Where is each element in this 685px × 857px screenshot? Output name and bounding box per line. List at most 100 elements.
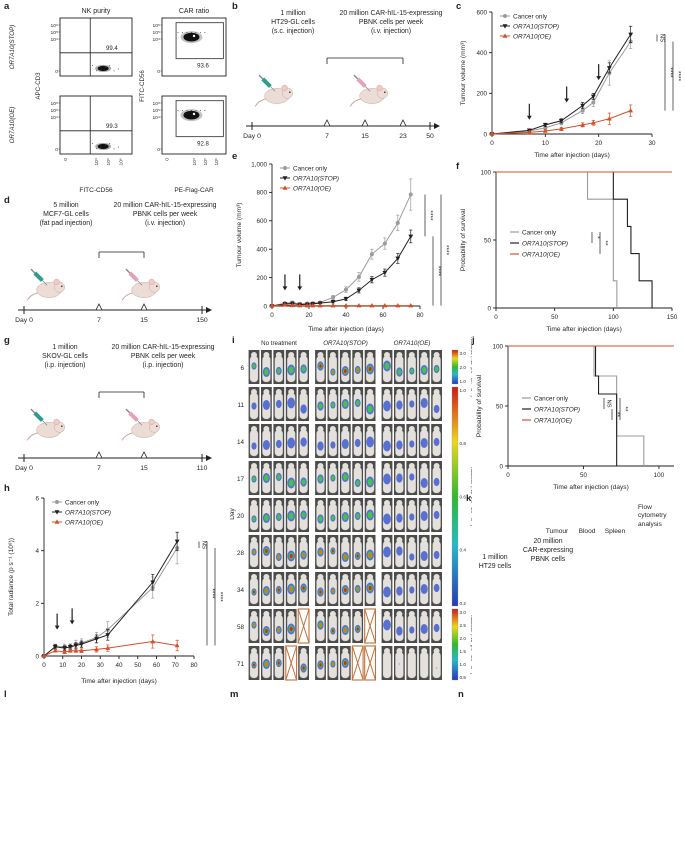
sig-label: **	[622, 406, 629, 412]
mouse-head	[408, 537, 415, 543]
signal-blob-blue	[366, 436, 374, 448]
mouse-head	[275, 389, 282, 395]
signal-blob-blue	[275, 399, 282, 409]
marker-triangle-up	[558, 126, 564, 131]
cell-speck	[91, 65, 93, 67]
marker-circle	[331, 295, 336, 300]
group-title: OR7A10(STOP)	[323, 340, 368, 347]
signal-blob-blue	[251, 442, 257, 450]
day-axis-label: Day	[230, 507, 236, 519]
sample-blood-label: Blood	[578, 528, 596, 535]
mouse-head	[384, 463, 390, 469]
mouse-head	[354, 463, 361, 469]
cell-population	[97, 143, 109, 150]
flow-plot-frame	[161, 17, 227, 77]
signal-blob-blue	[300, 437, 307, 447]
mouse-head	[275, 500, 282, 506]
mouse-head	[329, 611, 336, 617]
x-tick-label: 20	[78, 662, 86, 669]
signal-blob-blue	[396, 473, 403, 483]
marker-triangle-up	[304, 302, 310, 308]
syringe-needle	[270, 86, 276, 92]
signal-blob-blue	[409, 400, 415, 408]
sample-spleen-label: Spleen	[604, 528, 626, 535]
signal-blob-blue	[383, 400, 391, 412]
colorbar	[451, 386, 459, 607]
panel-a-label: a	[4, 1, 10, 12]
cell-speck	[181, 110, 183, 111]
mouse-head	[288, 463, 295, 469]
mouse-head	[288, 611, 295, 617]
marker-triangle-up	[289, 302, 295, 308]
colorbar-tick-label: 3.0	[460, 610, 467, 615]
marker-circle	[344, 287, 348, 292]
mouse-tail	[121, 292, 133, 301]
x-axis-title: PE-Flag-CAR	[174, 187, 214, 194]
sig-label: **	[602, 240, 609, 246]
legend-label: OR7A10(OE)	[65, 519, 103, 526]
signal-blob-red	[368, 585, 372, 591]
mouse-head	[342, 611, 349, 617]
mouse-body	[432, 651, 441, 679]
mouse-head	[251, 426, 257, 432]
plot-svg: NK purity CAR ratio OR7A10(STOP) OR7A10(OE)…	[9, 8, 227, 194]
marker-triangle-down	[62, 646, 68, 651]
panel-m-label: m	[230, 689, 239, 700]
y-axis-title: Total radiance (p s⁻¹ (10⁸))	[8, 538, 15, 616]
signal-blob-blue	[287, 437, 296, 449]
x-tick-label: 10⁶	[118, 158, 124, 165]
signal-blob-green	[434, 366, 439, 372]
y-tick-label: 1,000	[251, 161, 267, 168]
injection-marker	[399, 119, 407, 127]
dead-mouse-x	[364, 645, 376, 681]
marker-triangle-down	[282, 176, 288, 181]
y-tick-label: 0	[35, 653, 39, 660]
mouse-head	[367, 389, 374, 395]
annotation-arrow	[282, 286, 288, 291]
panel-j-survival-chart: 0 50 100 0 50 100 Probability of survival Time …	[472, 336, 682, 492]
x-tick-label: 80	[190, 662, 198, 669]
signal-blob-blue	[433, 437, 440, 447]
gate-value: 99.3	[106, 124, 118, 130]
cell-speck	[109, 143, 111, 145]
signal-blob-blue	[330, 441, 336, 449]
mouse-head	[396, 574, 403, 580]
panel-f: f 0 50 100 0 50 100 150 Probability of survival…	[456, 161, 682, 334]
y-axis-title: Tumour volume (mm³)	[236, 203, 243, 268]
mouse-head	[329, 352, 336, 358]
mouse-head	[300, 500, 307, 506]
panel-i-bioluminescence-grid: No treatment OR7A10(STOP) OR7A10(OE) Day 6 11…	[229, 336, 475, 688]
mouse-head	[317, 611, 324, 617]
y-tick-label: 50	[484, 237, 492, 244]
mouse-head	[288, 500, 295, 506]
colorbar-tick-label: 3.0	[460, 351, 467, 356]
cell-speck	[91, 143, 93, 145]
marker-triangle-up	[73, 648, 79, 653]
signal-blob-green	[264, 474, 269, 482]
legend-label: Cancer only	[513, 13, 548, 20]
sig-label: ****	[217, 592, 224, 603]
injection-marker	[140, 303, 148, 311]
survival-curve-stop	[496, 171, 653, 308]
mouse-head	[317, 352, 324, 358]
mouse-head	[251, 537, 257, 543]
legend-label: OR7A10(STOP)	[513, 23, 559, 30]
marker-triangle-down	[73, 643, 79, 649]
timeline-label: 7	[97, 465, 101, 472]
timeline-label: 150	[196, 317, 208, 324]
signal-blob-blue	[275, 439, 282, 449]
mouse-head	[408, 352, 415, 358]
marker-triangle-up	[54, 519, 60, 524]
cell-speck	[195, 32, 197, 33]
signal-blob-blue	[420, 397, 428, 409]
marker-circle	[408, 192, 413, 197]
mouse-head	[354, 537, 361, 543]
mouse-head	[317, 389, 324, 395]
signal-blob-red	[289, 626, 293, 632]
x-axis-title: Time after injection (days)	[546, 326, 622, 333]
signal-blob-blue	[409, 513, 415, 521]
mouse-head	[396, 463, 403, 469]
marker-triangle-up	[282, 302, 288, 307]
y-tick-label: 10⁶	[51, 23, 58, 29]
x-tick-label: 60	[379, 312, 387, 319]
